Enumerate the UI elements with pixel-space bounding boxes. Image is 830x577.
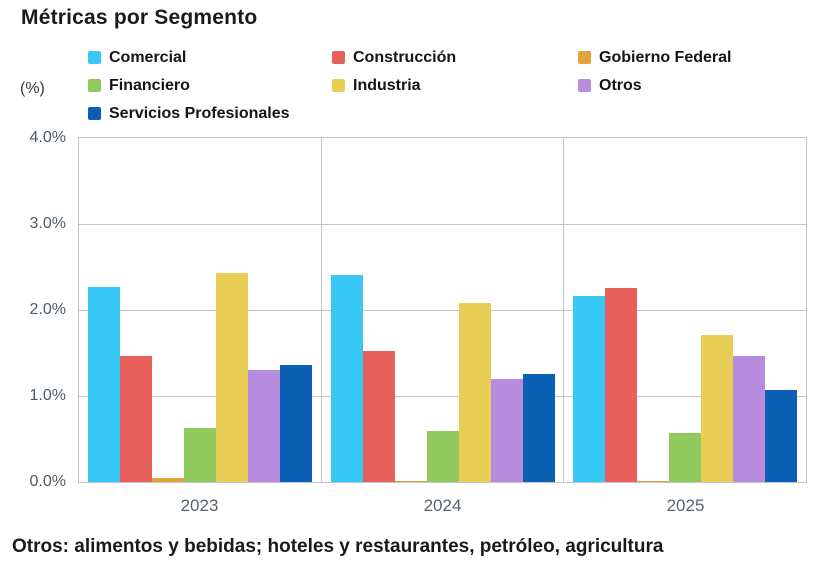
bar bbox=[573, 296, 606, 482]
bar bbox=[394, 481, 427, 482]
legend-item-label: Comercial bbox=[109, 48, 187, 66]
legend-item: Comercial bbox=[88, 48, 332, 67]
gridline bbox=[79, 224, 806, 225]
bar bbox=[183, 428, 216, 482]
y-axis-tick-label: 2.0% bbox=[29, 301, 66, 318]
legend-swatch-icon bbox=[332, 79, 345, 92]
y-axis-unit-label: (%) bbox=[20, 80, 45, 97]
year-panel-2023 bbox=[79, 138, 321, 482]
bar bbox=[733, 356, 766, 482]
bar bbox=[765, 390, 798, 482]
legend-item-label: Industria bbox=[353, 76, 421, 94]
bar bbox=[701, 335, 734, 482]
x-axis-tick-label: 2023 bbox=[180, 496, 219, 515]
y-axis: 4.0% 3.0% 2.0% 1.0% 0.0% bbox=[0, 129, 66, 490]
legend-swatch-icon bbox=[578, 79, 591, 92]
legend-item-label: Gobierno Federal bbox=[599, 48, 732, 66]
bar bbox=[362, 351, 395, 482]
bar bbox=[87, 287, 120, 482]
x-axis-tick-label: 2024 bbox=[423, 496, 462, 515]
bar bbox=[605, 288, 638, 482]
bar bbox=[458, 303, 491, 482]
year-panel-2024 bbox=[320, 138, 564, 482]
y-axis-tick-label: 3.0% bbox=[29, 215, 66, 232]
gridline bbox=[79, 396, 806, 397]
legend-item: Gobierno Federal bbox=[578, 48, 830, 67]
bar bbox=[215, 273, 248, 482]
legend-item: Construcción bbox=[332, 48, 578, 67]
x-axis-tick-label: 2025 bbox=[666, 496, 705, 515]
legend-item: Industria bbox=[332, 76, 578, 95]
bar bbox=[669, 433, 702, 482]
bar bbox=[119, 356, 152, 482]
x-axis: 2023 2024 2025 bbox=[78, 496, 807, 516]
bar bbox=[151, 478, 184, 482]
legend-swatch-icon bbox=[88, 79, 101, 92]
y-axis-tick-label: 0.0% bbox=[29, 473, 66, 490]
year-panel-2025 bbox=[563, 138, 806, 482]
legend-item: Servicios Profesionales bbox=[88, 104, 332, 123]
legend-item-label: Servicios Profesionales bbox=[109, 104, 290, 122]
bar bbox=[247, 370, 280, 482]
legend: Comercial Construcción Gobierno Federal Fin… bbox=[88, 48, 830, 123]
legend-item: Financiero bbox=[88, 76, 332, 95]
plot-area bbox=[78, 137, 807, 483]
legend-swatch-icon bbox=[578, 51, 591, 64]
bar bbox=[330, 275, 363, 482]
footnote: Otros: alimentos y bebidas; hoteles y re… bbox=[12, 536, 664, 557]
bar bbox=[522, 374, 555, 482]
bar bbox=[279, 365, 312, 482]
legend-item-label: Construcción bbox=[353, 48, 457, 66]
legend-item: Otros bbox=[578, 76, 830, 95]
y-axis-tick-label: 4.0% bbox=[29, 129, 66, 146]
bar bbox=[426, 431, 459, 482]
legend-item-label: Financiero bbox=[109, 76, 190, 94]
legend-swatch-icon bbox=[332, 51, 345, 64]
legend-swatch-icon bbox=[88, 51, 101, 64]
y-axis-tick-label: 1.0% bbox=[29, 387, 66, 404]
bar bbox=[490, 379, 523, 482]
page-title: Métricas por Segmento bbox=[21, 6, 258, 29]
legend-item-label: Otros bbox=[599, 76, 642, 94]
bar bbox=[637, 481, 670, 482]
gridline bbox=[79, 310, 806, 311]
legend-swatch-icon bbox=[88, 107, 101, 120]
